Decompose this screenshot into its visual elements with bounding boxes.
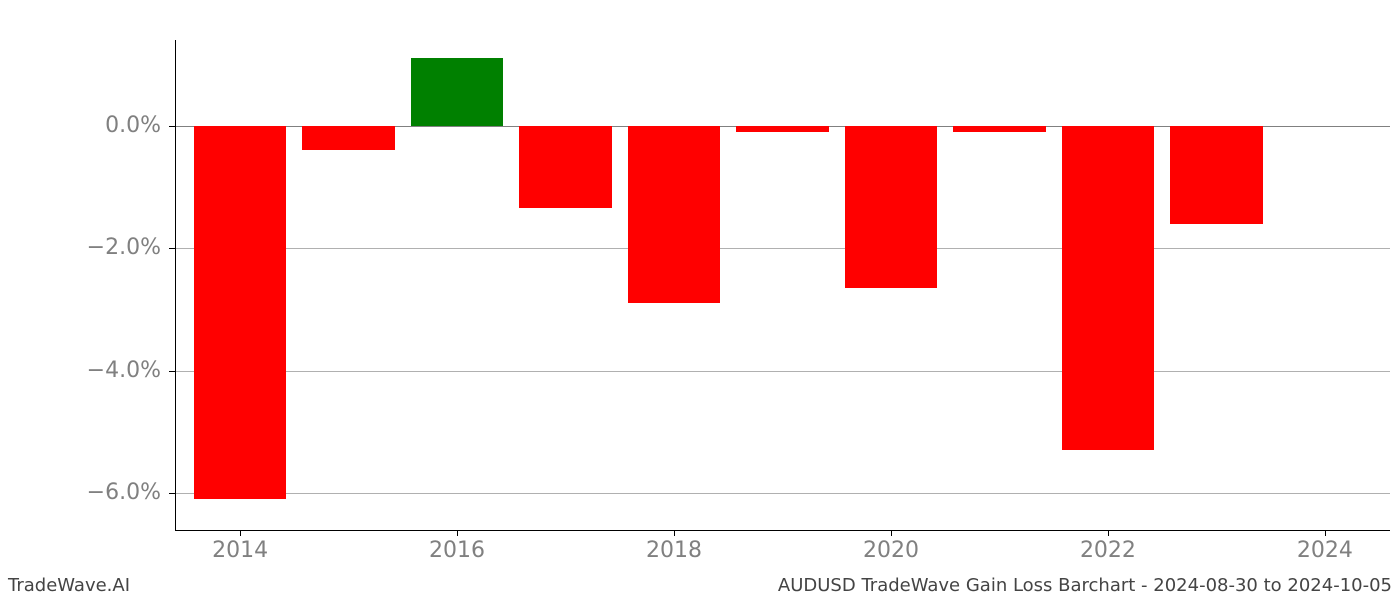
bar-2014 [194, 126, 286, 500]
y-tick [169, 371, 175, 372]
bar-2021 [953, 126, 1045, 132]
y-axis-line [175, 40, 176, 530]
bar-2019 [736, 126, 828, 132]
gridline [175, 493, 1390, 494]
plot-area [175, 40, 1390, 530]
x-axis-line [175, 530, 1390, 531]
x-tick-label: 2018 [634, 538, 714, 563]
y-tick-label: −4.0% [0, 358, 161, 383]
y-tick [169, 493, 175, 494]
bar-2020 [845, 126, 937, 288]
x-tick [240, 530, 241, 536]
x-tick-label: 2022 [1068, 538, 1148, 563]
x-tick [457, 530, 458, 536]
bar-2023 [1170, 126, 1262, 224]
y-tick [169, 126, 175, 127]
x-tick-label: 2024 [1285, 538, 1365, 563]
footer-right-text: AUDUSD TradeWave Gain Loss Barchart - 20… [778, 575, 1392, 596]
bar-2017 [519, 126, 611, 209]
x-tick [1325, 530, 1326, 536]
x-tick-label: 2016 [417, 538, 497, 563]
y-tick-label: 0.0% [0, 113, 161, 138]
x-tick-label: 2020 [851, 538, 931, 563]
x-tick [1108, 530, 1109, 536]
bar-2016 [411, 58, 503, 125]
gridline [175, 371, 1390, 372]
bar-2015 [302, 126, 394, 151]
gridline [175, 248, 1390, 249]
y-tick-label: −6.0% [0, 480, 161, 505]
bar-2022 [1062, 126, 1154, 451]
x-tick [891, 530, 892, 536]
x-tick [674, 530, 675, 536]
y-tick-label: −2.0% [0, 235, 161, 260]
y-tick [169, 248, 175, 249]
bar-2018 [628, 126, 720, 304]
footer-left-text: TradeWave.AI [8, 575, 130, 596]
chart-container: TradeWave.AI AUDUSD TradeWave Gain Loss … [0, 0, 1400, 600]
x-tick-label: 2014 [200, 538, 280, 563]
